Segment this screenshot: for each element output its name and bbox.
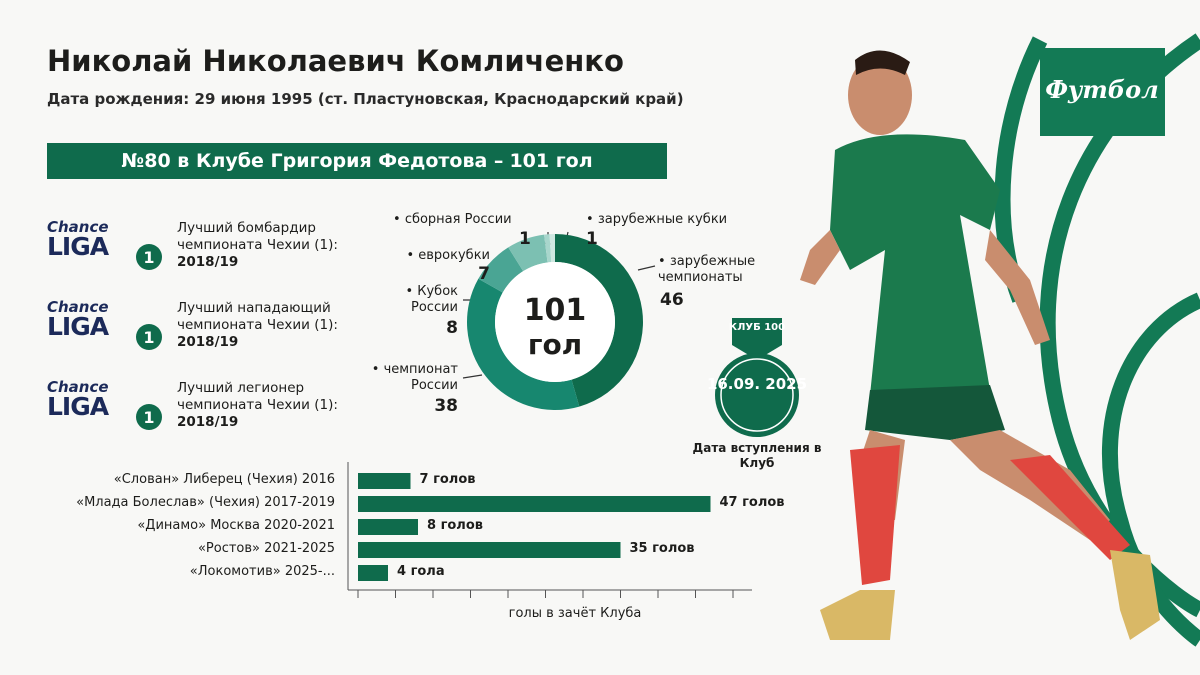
bar-value-label: 4 гола	[397, 564, 445, 579]
donut-label: чемпионат России	[348, 362, 458, 394]
bar	[358, 519, 418, 535]
donut-label: Кубок России	[368, 284, 458, 316]
club-badge	[715, 318, 799, 437]
subtitle: Дата рождения: 29 июня 1995 (ст. Пластун…	[47, 90, 684, 108]
award-text: Лучший легионер чемпионата Чехии (1):	[177, 380, 338, 413]
player	[800, 50, 1160, 640]
award-season: 2018/19	[177, 334, 239, 350]
banner: №80 в Клубе Григория Федотова –101 гол	[47, 143, 667, 179]
bar-value-label: 8 голов	[427, 518, 483, 533]
bar-category: «Слован» Либерец (Чехия) 2016	[113, 472, 335, 487]
donut-label: зарубежные чемпионаты	[658, 254, 778, 286]
logo-text: Футбол	[1045, 75, 1158, 104]
badge-title: КЛУБ 100	[729, 322, 785, 333]
center-value: 101	[524, 293, 587, 328]
donut-value: 46	[660, 290, 684, 310]
bar-value-label: 7 голов	[419, 472, 476, 487]
bar-category: «Млада Болеслав» (Чехия) 2017-2019	[76, 495, 335, 510]
bar-category: «Динамо» Москва 2020-2021	[137, 518, 335, 533]
bar-value-label: 35 голов	[629, 541, 695, 556]
award-text: Лучший нападающий чемпионата Чехии (1):	[177, 300, 338, 333]
donut-value: 1	[519, 229, 531, 249]
logo-chance: Chance	[47, 218, 109, 236]
bar	[358, 473, 411, 489]
donut-value: 8	[446, 318, 458, 338]
badge: 1	[136, 404, 162, 430]
donut-value: 1	[586, 229, 598, 249]
donut-label: еврокубки	[390, 248, 490, 264]
bar-category: «Ростов» 2021-2025	[197, 541, 335, 556]
logo-liga: LIGA	[47, 392, 109, 421]
logo-chance: Chance	[47, 298, 109, 316]
award-season: 2018/19	[177, 254, 239, 270]
logo-box	[1040, 48, 1165, 136]
donut-value: 7	[478, 264, 490, 284]
bar	[358, 542, 621, 558]
logo-liga: LIGA	[47, 312, 109, 341]
donut-label: сборная России	[393, 212, 512, 228]
banner-text: №80 в Клубе Григория Федотова –	[121, 150, 504, 172]
title: Николай Николаевич Комличенко	[47, 44, 624, 78]
donut-label: зарубежные кубки	[586, 212, 727, 228]
logo-chance: Chance	[47, 378, 109, 396]
bar	[358, 565, 388, 581]
donut-segment	[544, 234, 552, 263]
donut-value: 38	[434, 396, 458, 416]
badge: 1	[136, 324, 162, 350]
donut-hole	[495, 262, 615, 382]
badge: 1	[136, 244, 162, 270]
donut-segment	[555, 234, 643, 407]
banner-highlight: 101 гол	[509, 150, 593, 172]
donut-segment	[508, 234, 548, 272]
logo-liga: LIGA	[47, 232, 109, 261]
award-season: 2018/19	[177, 414, 239, 430]
award-text: Лучший бомбардир чемпионата Чехии (1):	[177, 220, 338, 253]
bar-category: «Локомотив» 2025-...	[189, 564, 335, 579]
badge-date: 16.09. 2025	[706, 375, 808, 393]
donut-segment	[478, 247, 524, 293]
donut-segment	[549, 234, 555, 263]
center-unit: гол	[528, 328, 582, 361]
badge-caption: Дата вступления в Клуб	[692, 441, 822, 470]
donut-segment	[467, 278, 580, 410]
bar-value-label: 47 голов	[719, 495, 785, 510]
x-axis-label: голы в зачёт Клуба	[508, 606, 642, 621]
bar	[358, 496, 711, 512]
